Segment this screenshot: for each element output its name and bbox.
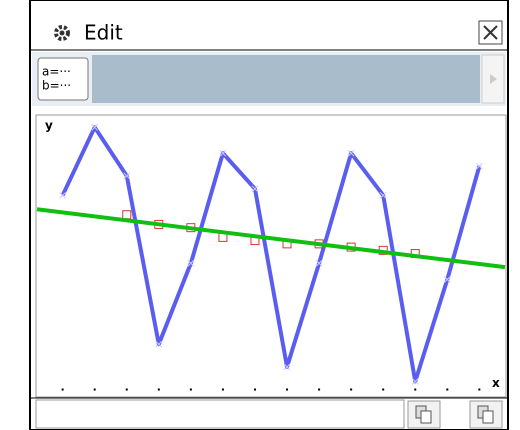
x-tick xyxy=(222,389,224,391)
x-tick xyxy=(254,389,256,391)
copy-button[interactable] xyxy=(408,401,440,428)
x-tick xyxy=(318,389,320,391)
menu-title[interactable]: Edit xyxy=(84,21,123,45)
input-field[interactable] xyxy=(36,400,404,428)
x-tick xyxy=(94,389,96,391)
scroll-button[interactable] xyxy=(482,55,504,103)
x-tick xyxy=(126,389,128,391)
icon-text: a=··· xyxy=(42,65,71,79)
x-tick xyxy=(350,389,352,391)
regression-button[interactable]: a=··· b=··· xyxy=(38,58,88,100)
x-tick xyxy=(446,389,448,391)
x-tick xyxy=(414,389,416,391)
x-axis-label: x xyxy=(492,376,500,390)
x-tick xyxy=(286,389,288,391)
x-tick xyxy=(158,389,160,391)
toolbar-field xyxy=(92,55,480,103)
close-button[interactable] xyxy=(479,21,502,44)
paste-button[interactable] xyxy=(470,401,502,428)
graph-area xyxy=(36,115,506,397)
x-tick xyxy=(478,389,480,391)
x-tick xyxy=(382,389,384,391)
x-tick xyxy=(190,389,192,391)
icon-text: b=··· xyxy=(42,79,71,93)
x-tick xyxy=(62,389,64,391)
screen: Edit a=··· b=··· y x xyxy=(0,0,520,430)
y-axis-label: y xyxy=(45,119,53,133)
